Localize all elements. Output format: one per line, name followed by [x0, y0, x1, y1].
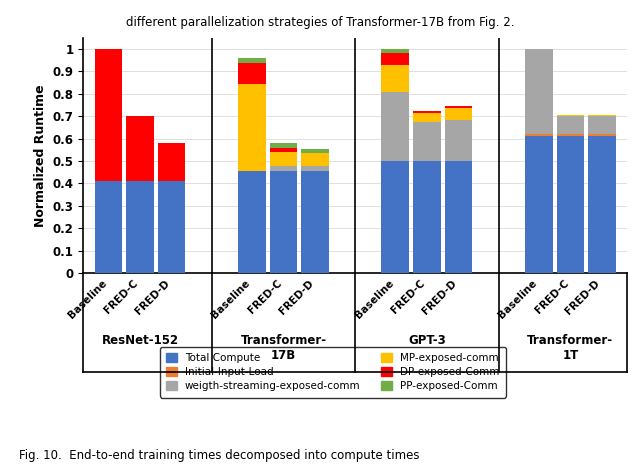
Legend: Total Compute, Initial-Input-Load, weigth-streaming-exposed-comm, MP-exposed-com: Total Compute, Initial-Input-Load, weigt…	[160, 347, 506, 398]
Bar	[269, 143, 298, 147]
Bar	[413, 161, 441, 273]
Bar	[381, 161, 409, 273]
Bar	[588, 134, 616, 137]
Bar	[525, 134, 553, 137]
Bar	[301, 165, 329, 171]
Bar	[413, 113, 441, 122]
Bar	[95, 49, 122, 181]
Bar	[238, 64, 266, 84]
Bar	[557, 134, 584, 137]
Bar	[381, 91, 409, 161]
Y-axis label: Normalized Runtime: Normalized Runtime	[34, 84, 47, 227]
Bar	[557, 115, 584, 116]
Bar	[557, 137, 584, 273]
Text: GPT-3: GPT-3	[408, 334, 446, 348]
Bar	[525, 49, 553, 134]
Bar	[413, 122, 441, 161]
Bar	[126, 181, 154, 273]
Bar	[445, 120, 472, 161]
Bar	[445, 106, 472, 108]
Bar	[445, 161, 472, 273]
Bar	[238, 58, 266, 64]
Bar	[238, 171, 266, 273]
Bar	[269, 165, 298, 171]
Bar	[381, 65, 409, 91]
Bar	[238, 84, 266, 171]
Bar	[381, 53, 409, 65]
Text: Transformer-
1T: Transformer- 1T	[527, 334, 614, 362]
Bar	[381, 49, 409, 53]
Bar	[301, 149, 329, 153]
Bar	[157, 143, 186, 181]
Bar	[301, 153, 329, 165]
Bar	[588, 115, 616, 116]
Bar	[95, 181, 122, 273]
Bar	[557, 116, 584, 134]
Text: Fig. 10.  End-to-end training times decomposed into compute times: Fig. 10. End-to-end training times decom…	[19, 448, 420, 462]
Bar	[588, 137, 616, 273]
Bar	[126, 116, 154, 181]
Bar	[269, 152, 298, 165]
Bar	[269, 147, 298, 152]
Bar	[301, 171, 329, 273]
Text: ResNet-152: ResNet-152	[102, 334, 179, 348]
Bar	[413, 111, 441, 113]
Bar	[157, 181, 186, 273]
Bar	[445, 108, 472, 120]
Text: Transformer-
17B: Transformer- 17B	[241, 334, 326, 362]
Bar	[525, 137, 553, 273]
Text: different parallelization strategies of Transformer-17B from Fig. 2.: different parallelization strategies of …	[125, 16, 515, 30]
Bar	[269, 171, 298, 273]
Bar	[588, 116, 616, 134]
